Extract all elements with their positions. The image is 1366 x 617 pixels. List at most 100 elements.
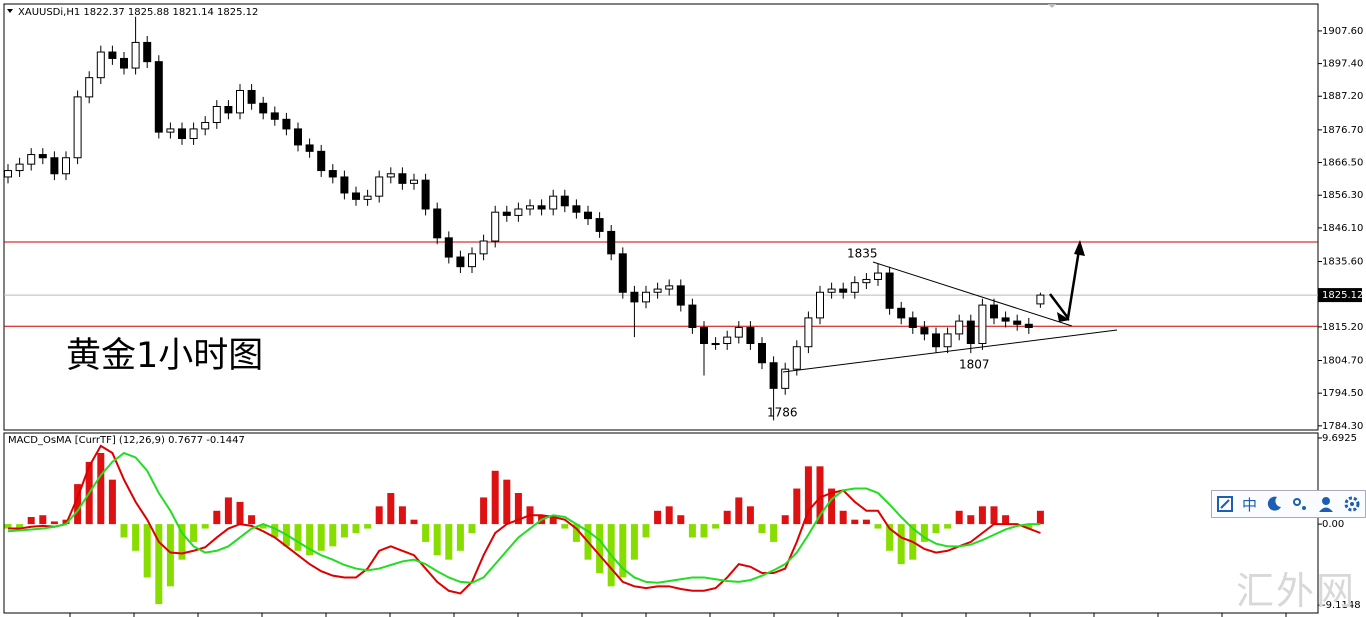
histogram-bar (630, 524, 638, 560)
histogram-bar (410, 519, 418, 525)
histogram-bar (190, 524, 198, 542)
icon-user[interactable] (1317, 495, 1335, 513)
candle-body (456, 256, 465, 268)
macd-line (8, 444, 1041, 595)
y-tick-label: 1887.20 (1322, 91, 1363, 102)
y-tick-label: -9.1148 (1322, 600, 1361, 611)
trend-line (872, 261, 1073, 327)
y-tick-label: 1784.30 (1322, 421, 1363, 432)
histogram-bar (712, 524, 720, 529)
histogram-bar (654, 510, 662, 525)
candle-body (154, 61, 163, 133)
candle-body (4, 170, 12, 178)
y-tick-label: 1876.70 (1322, 125, 1363, 136)
candle-body (827, 288, 836, 293)
histogram-bar (4, 524, 12, 529)
candle-body (363, 195, 372, 200)
histogram-bar (387, 493, 395, 525)
histogram-bar (1002, 515, 1010, 525)
candle-body (166, 128, 175, 133)
candle-body (328, 170, 337, 178)
candle-body (642, 291, 650, 303)
candle-body (375, 176, 384, 197)
histogram-bar (816, 466, 824, 525)
candle-body (862, 278, 871, 284)
histogram-bar (723, 510, 731, 525)
histogram-bar (433, 524, 441, 556)
candle-body (96, 51, 105, 79)
histogram-bar (166, 524, 174, 587)
candle-body (1036, 294, 1045, 305)
candle-body (468, 253, 476, 268)
annotation: 1835 (847, 247, 878, 261)
histogram-bar (375, 506, 383, 525)
candle-body (920, 327, 929, 335)
toolbar-label[interactable]: 中 (1241, 495, 1257, 514)
candle-body (259, 102, 268, 114)
candle-body (85, 77, 94, 98)
histogram-bar (804, 466, 812, 525)
icon-moon[interactable] (1265, 495, 1283, 513)
histogram-bar (271, 524, 279, 538)
candle-body (1024, 323, 1033, 329)
candle-body (108, 51, 117, 59)
histogram-bar (398, 506, 406, 525)
histogram-bar (248, 515, 256, 525)
macd-title: MACD_OsMA [CurrTF] (12,26,9) 0.7677 -0.1… (8, 435, 245, 446)
candle-body (769, 362, 778, 389)
chart-caption: 黄金1小时图 (66, 336, 263, 376)
histogram-bar (990, 506, 998, 525)
histogram-bar (236, 501, 244, 525)
candle-body (595, 218, 604, 232)
candle-body (224, 105, 233, 114)
trend-line (782, 329, 1118, 373)
histogram-bar (1025, 524, 1033, 529)
candle-body (143, 41, 152, 63)
candle-body (410, 179, 418, 184)
y-tick-label: 9.6925 (1322, 433, 1357, 444)
candle-body (189, 128, 198, 140)
candle-body (676, 285, 685, 306)
candle-body (178, 128, 186, 140)
shift-marker (1048, 4, 1056, 8)
candle-body (781, 368, 790, 389)
marks: 1907.60 1897.40 1887.20 1876.70 1866.50 1856.… (4, 16, 1363, 617)
candle-body (294, 128, 302, 146)
histogram-bar (955, 510, 963, 525)
histogram-bar (224, 497, 232, 525)
watermark: 汇外网 (1236, 569, 1357, 613)
candle-body (874, 272, 882, 280)
histogram-bar (259, 524, 267, 529)
candle-body (421, 179, 430, 210)
histogram-bar (642, 524, 650, 538)
candle-body (746, 327, 755, 345)
histogram-bar (178, 524, 186, 560)
candle-body (62, 157, 70, 175)
histogram-bar (294, 524, 302, 551)
candle-body (758, 343, 766, 364)
histogram-bar (677, 515, 685, 525)
candle-body (990, 304, 998, 319)
histogram-bar (480, 497, 488, 525)
candle-body (653, 288, 662, 293)
y-tick-label: 0.00 (1322, 519, 1344, 530)
candle-body (549, 195, 558, 210)
icon-edit[interactable] (1216, 495, 1234, 513)
histogram-bar (120, 524, 128, 538)
histogram-bar (50, 521, 58, 525)
icon-settings[interactable] (1343, 495, 1361, 513)
candle-body (537, 205, 546, 210)
candle-body (386, 173, 395, 178)
candle-body (630, 291, 639, 303)
candle-body (38, 154, 47, 159)
annotation: 1807 (959, 358, 990, 372)
histogram-bar (352, 524, 360, 533)
candle-body (398, 173, 407, 184)
histogram-bar (886, 524, 894, 551)
icon-dots[interactable] (1291, 495, 1309, 513)
candle-body (352, 192, 360, 200)
histogram-bar (422, 524, 430, 542)
candle-body (711, 343, 720, 346)
price-tag (1318, 288, 1362, 303)
